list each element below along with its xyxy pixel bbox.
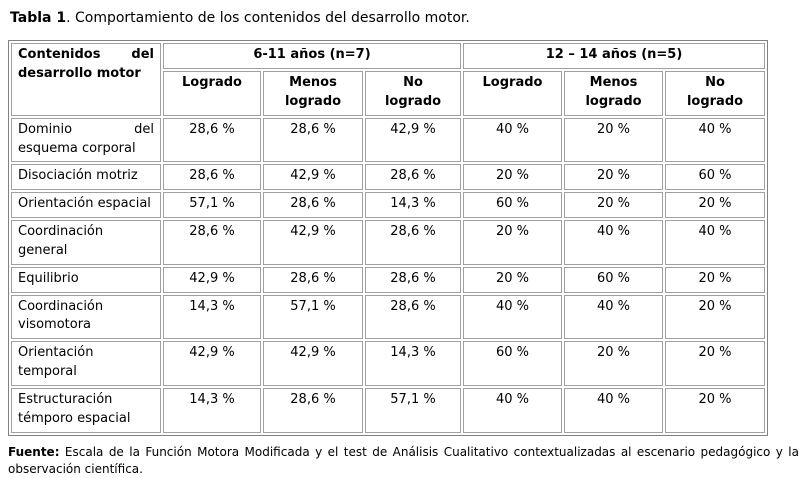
value-cell: 60 %: [665, 164, 766, 191]
source-note-label: Fuente:: [8, 444, 60, 459]
value-cell: 14,3 %: [163, 388, 261, 433]
value-cell: 40 %: [463, 388, 562, 433]
value-cell: 60 %: [463, 341, 562, 386]
value-cell: 20 %: [564, 192, 663, 219]
sub-header-row: Logrado Menos logrado No logrado Logrado…: [11, 71, 766, 116]
table-row: Dominio del esquema corporal 28,6 % 28,6…: [11, 117, 766, 163]
value-cell: 28,6 %: [263, 192, 363, 219]
value-cell: 28,6 %: [163, 220, 261, 265]
value-cell: 20 %: [564, 341, 663, 386]
row-label-cell: Estructuración témporo espacial: [11, 388, 161, 433]
value-cell: 28,6 %: [365, 220, 461, 265]
value-cell: 20 %: [463, 220, 562, 265]
table-caption-text: . Comportamiento de los contenidos del d…: [66, 10, 470, 26]
table-row: Disociación motriz 28,6 % 42,9 % 28,6 % …: [11, 164, 766, 191]
subheader-no-logrado-2: No logrado: [665, 71, 766, 116]
row-label-cell: Dominio del esquema corporal: [11, 117, 161, 163]
table-body: Dominio del esquema corporal 28,6 % 28,6…: [11, 117, 766, 433]
value-cell: 14,3 %: [365, 341, 461, 386]
table-header: Contenidos del desarrollo motor 6-11 año…: [11, 43, 766, 116]
value-cell: 28,6 %: [163, 164, 261, 191]
value-cell: 40 %: [463, 117, 562, 163]
value-cell: 28,6 %: [365, 266, 461, 293]
value-cell: 40 %: [564, 220, 663, 265]
group-header-12-14: 12 – 14 años (n=5): [463, 43, 766, 70]
value-cell: 20 %: [665, 341, 766, 386]
value-cell: 20 %: [665, 388, 766, 433]
value-cell: 42,9 %: [365, 117, 461, 163]
row-label-cell: Disociación motriz: [11, 164, 161, 191]
value-cell: 28,6 %: [263, 388, 363, 433]
group-header-6-11: 6-11 años (n=7): [163, 43, 461, 70]
value-cell: 60 %: [564, 266, 663, 293]
value-cell: 20 %: [665, 266, 766, 293]
value-cell: 42,9 %: [163, 266, 261, 293]
table-caption: Tabla 1. Comportamiento de los contenido…: [10, 9, 799, 27]
value-cell: 20 %: [665, 294, 766, 340]
value-cell: 42,9 %: [263, 341, 363, 386]
value-cell: 20 %: [665, 192, 766, 219]
table-row: Coordinación general 28,6 % 42,9 % 28,6 …: [11, 220, 766, 265]
value-cell: 20 %: [564, 164, 663, 191]
value-cell: 60 %: [463, 192, 562, 219]
value-cell: 57,1 %: [365, 388, 461, 433]
table-row: Estructuración témporo espacial 14,3 % 2…: [11, 388, 766, 433]
value-cell: 40 %: [564, 294, 663, 340]
value-cell: 42,9 %: [163, 341, 261, 386]
value-cell: 28,6 %: [163, 117, 261, 163]
table-row: Equilibrio 42,9 % 28,6 % 28,6 % 20 % 60 …: [11, 266, 766, 293]
value-cell: 28,6 %: [263, 266, 363, 293]
value-cell: 14,3 %: [365, 192, 461, 219]
subheader-logrado-2: Logrado: [463, 71, 562, 116]
value-cell: 20 %: [463, 266, 562, 293]
value-cell: 28,6 %: [365, 294, 461, 340]
table-row: Orientación temporal 42,9 % 42,9 % 14,3 …: [11, 341, 766, 386]
subheader-menos-logrado-1: Menos logrado: [263, 71, 363, 116]
value-cell: 42,9 %: [263, 164, 363, 191]
row-label-cell: Orientación temporal: [11, 341, 161, 386]
subheader-logrado-1: Logrado: [163, 71, 261, 116]
value-cell: 57,1 %: [163, 192, 261, 219]
table-caption-number: Tabla 1: [10, 10, 67, 26]
subheader-no-logrado-1: No logrado: [365, 71, 461, 116]
group-header-row: Contenidos del desarrollo motor 6-11 año…: [11, 43, 766, 116]
value-cell: 28,6 %: [263, 117, 363, 163]
value-cell: 14,3 %: [163, 294, 261, 340]
value-cell: 20 %: [564, 117, 663, 163]
value-cell: 20 %: [463, 164, 562, 191]
row-label-cell: Orientación espacial: [11, 192, 161, 219]
value-cell: 40 %: [463, 294, 562, 340]
value-cell: 42,9 %: [263, 220, 363, 265]
source-note: Fuente: Escala de la Función Motora Modi…: [8, 444, 799, 478]
row-label-cell: Equilibrio: [11, 266, 161, 293]
row-label-cell: Coordinación general: [11, 220, 161, 265]
value-cell: 40 %: [665, 220, 766, 265]
value-cell: 40 %: [564, 388, 663, 433]
value-cell: 57,1 %: [263, 294, 363, 340]
value-cell: 28,6 %: [365, 164, 461, 191]
table-row: Orientación espacial 57,1 % 28,6 % 14,3 …: [11, 192, 766, 219]
source-note-text: Escala de la Función Motora Modificada y…: [8, 444, 799, 476]
row-label-cell: Coordinación visomotora: [11, 294, 161, 340]
corner-header-cell: Contenidos del desarrollo motor: [11, 43, 161, 116]
value-cell: 40 %: [665, 117, 766, 163]
table-row: Coordinación visomotora 14,3 % 57,1 % 28…: [11, 294, 766, 340]
subheader-menos-logrado-2: Menos logrado: [564, 71, 663, 116]
motor-development-table: Contenidos del desarrollo motor 6-11 año…: [8, 40, 769, 436]
